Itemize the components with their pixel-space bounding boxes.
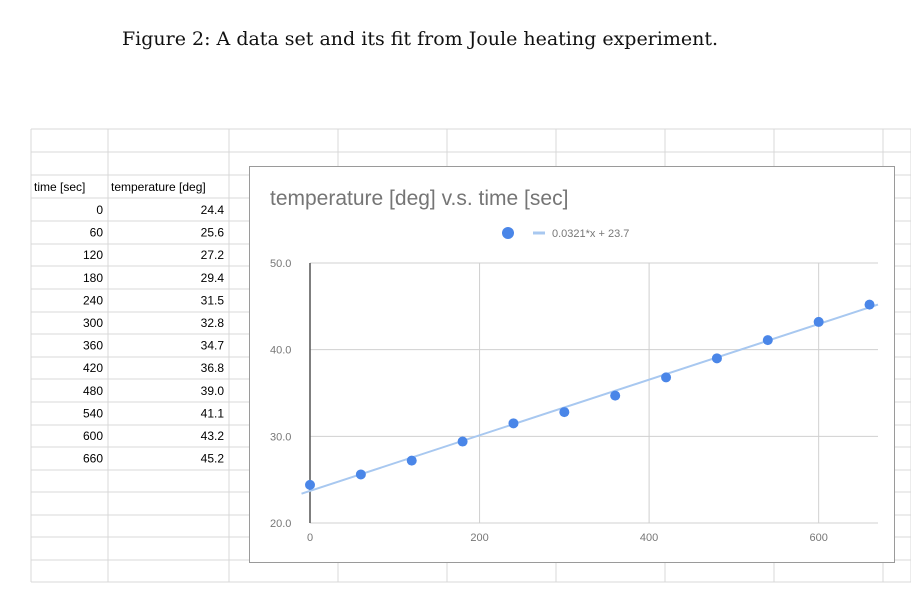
table-header-temperature: temperature [deg] bbox=[111, 180, 206, 194]
data-point[interactable] bbox=[508, 418, 519, 429]
table-cell-temperature[interactable]: 29.4 bbox=[201, 271, 225, 285]
data-point[interactable] bbox=[457, 436, 468, 447]
table-cell-temperature[interactable]: 32.8 bbox=[201, 316, 225, 330]
table-cell-temperature[interactable]: 41.1 bbox=[201, 406, 225, 420]
table-cell-time[interactable]: 0 bbox=[96, 203, 103, 217]
data-point[interactable] bbox=[661, 372, 672, 383]
table-cell-time[interactable]: 180 bbox=[83, 271, 103, 285]
table-cell-time[interactable]: 660 bbox=[83, 452, 103, 466]
table-cell-temperature[interactable]: 39.0 bbox=[201, 384, 225, 398]
table-cell-temperature[interactable]: 24.4 bbox=[201, 203, 225, 217]
x-tick-label: 200 bbox=[470, 532, 488, 544]
table-cell-time[interactable]: 540 bbox=[83, 406, 103, 420]
table-header-time: time [sec] bbox=[34, 180, 85, 194]
table-cell-time[interactable]: 60 bbox=[90, 226, 104, 240]
trendline bbox=[301, 303, 879, 495]
table-cell-time[interactable]: 300 bbox=[83, 316, 103, 330]
data-point[interactable] bbox=[610, 390, 621, 401]
data-point[interactable] bbox=[813, 316, 824, 327]
legend-marker-points bbox=[502, 227, 514, 239]
table-cell-temperature[interactable]: 45.2 bbox=[201, 452, 225, 466]
data-point[interactable] bbox=[711, 353, 722, 364]
chart-legend: 0.0321*x + 23.7 bbox=[502, 227, 629, 240]
table-cell-time[interactable]: 480 bbox=[83, 384, 103, 398]
table-cell-temperature[interactable]: 36.8 bbox=[201, 361, 225, 375]
chart-plot: 20.0 30.0 40.0 50.0 0 200 400 600 0.0321*x + 23… bbox=[270, 227, 879, 544]
y-tick-label: 20.0 bbox=[270, 518, 291, 530]
figure-caption: Figure 2: A data set and its fit from Jo… bbox=[122, 28, 719, 50]
data-point[interactable] bbox=[355, 469, 366, 480]
table-cell-temperature[interactable]: 34.7 bbox=[201, 339, 225, 353]
legend-label-trendline: 0.0321*x + 23.7 bbox=[552, 228, 629, 240]
table-cell-temperature[interactable]: 43.2 bbox=[201, 429, 225, 443]
y-tick-label: 50.0 bbox=[270, 258, 291, 270]
table-cell-time[interactable]: 240 bbox=[83, 293, 103, 307]
data-point[interactable] bbox=[406, 455, 417, 466]
data-point[interactable] bbox=[762, 335, 773, 346]
data-table: time [sec] temperature [deg] 0 24.4 60 25.6 12… bbox=[34, 180, 224, 466]
table-cell-time[interactable]: 360 bbox=[83, 339, 103, 353]
table-cell-temperature[interactable]: 25.6 bbox=[201, 226, 225, 240]
chart-card[interactable]: temperature [deg] v.s. time [sec] 20.0 30… bbox=[249, 166, 895, 563]
table-cell-temperature[interactable]: 31.5 bbox=[201, 293, 225, 307]
y-tick-label: 30.0 bbox=[270, 431, 291, 443]
trendline-group bbox=[301, 303, 879, 495]
table-cell-temperature[interactable]: 27.2 bbox=[201, 248, 225, 262]
table-cell-time[interactable]: 600 bbox=[83, 429, 103, 443]
x-tick-label: 600 bbox=[809, 532, 827, 544]
x-tick-label: 0 bbox=[307, 532, 313, 544]
y-tick-label: 40.0 bbox=[270, 345, 291, 357]
data-point[interactable] bbox=[305, 479, 315, 490]
table-cell-time[interactable]: 420 bbox=[83, 361, 103, 375]
data-points bbox=[305, 299, 875, 490]
data-point[interactable] bbox=[864, 299, 875, 310]
x-tick-label: 400 bbox=[640, 532, 658, 544]
chart-gridlines: 20.0 30.0 40.0 50.0 0 200 400 600 bbox=[270, 258, 878, 544]
chart-title: temperature [deg] v.s. time [sec] bbox=[270, 187, 569, 210]
table-cell-time[interactable]: 120 bbox=[83, 248, 103, 262]
data-point[interactable] bbox=[559, 407, 570, 418]
